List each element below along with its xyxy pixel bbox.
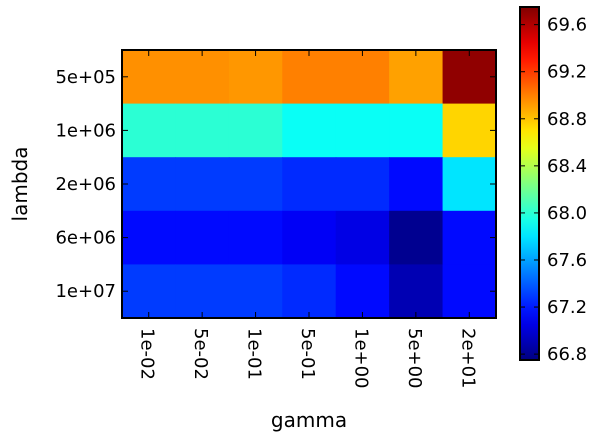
y-axis-label: lambda	[8, 147, 32, 222]
x-tick-label: 1e+00	[350, 328, 371, 389]
x-axis-label: gamma	[271, 408, 347, 432]
heatmap-cell	[389, 210, 444, 265]
x-tick-label: 1e-02	[137, 328, 158, 380]
y-tick-label: 6e+06	[55, 228, 116, 249]
colorbar-tick-label: 68.4	[547, 156, 587, 177]
heatmap-cell	[389, 264, 444, 319]
colorbar-ticks: 66.8 67.2 67.6 68.0 68.4 68.8 69.2 69.6	[520, 15, 587, 365]
heatmap-cell	[389, 103, 444, 158]
colorbar-frame	[519, 6, 540, 361]
y-tick-label: 1e+07	[55, 281, 116, 302]
colorbar	[520, 7, 539, 360]
heatmap-cell	[335, 210, 390, 265]
heatmap-cell	[442, 264, 497, 319]
x-tick-label: 2e+01	[457, 328, 478, 389]
colorbar-tick-label: 69.2	[547, 62, 587, 83]
x-tick-label: 5e+00	[404, 328, 425, 389]
heatmap-cell	[282, 264, 337, 319]
colorbar-tick-label: 67.2	[547, 297, 587, 318]
heatmap-cell	[442, 210, 497, 265]
heatmap-cell	[122, 210, 177, 265]
heatmap-cell	[122, 157, 177, 212]
colorbar-tick-label: 68.0	[547, 203, 587, 224]
heatmap-cell	[282, 157, 337, 212]
x-tick-label: 5e-02	[190, 328, 211, 380]
heatmap-cells	[122, 50, 497, 319]
x-tick-label: 5e-01	[297, 328, 318, 380]
heatmap-cell	[122, 103, 177, 158]
heatmap-cell	[228, 157, 283, 212]
colorbar-tick-label: 66.8	[547, 344, 587, 365]
heatmap-cell	[122, 50, 177, 105]
heatmap-cell	[228, 264, 283, 319]
heatmap-cell	[228, 50, 283, 105]
heatmap-cell	[442, 50, 497, 105]
y-tick-label: 2e+06	[55, 174, 116, 195]
heatmap-cell	[335, 50, 390, 105]
heatmap-cell	[335, 264, 390, 319]
heatmap-cell	[389, 157, 444, 212]
y-tick-label: 1e+06	[55, 120, 116, 141]
heatmap-cell	[175, 103, 230, 158]
heatmap-cell	[175, 264, 230, 319]
y-axis-ticks: 5e+05 1e+06 2e+06 6e+06 1e+07	[55, 67, 496, 302]
heatmap-cell	[282, 103, 337, 158]
colorbar-tick-label: 69.6	[547, 15, 587, 36]
heatmap-cell	[335, 103, 390, 158]
colorbar-tick-label: 68.8	[547, 109, 587, 130]
heatmap-cell	[442, 103, 497, 158]
heatmap-cell	[389, 50, 444, 105]
heatmap-cell	[175, 157, 230, 212]
heatmap-cell	[282, 210, 337, 265]
heatmap-cell	[228, 210, 283, 265]
x-tick-label: 1e-01	[244, 328, 265, 380]
heatmap-cell	[122, 264, 177, 319]
heatmap-cell	[282, 50, 337, 105]
heatmap-cell	[228, 103, 283, 158]
heatmap-cell	[175, 50, 230, 105]
y-tick-label: 5e+05	[55, 67, 116, 88]
x-axis-ticks: 1e-02 5e-02 1e-01 5e-01 1e+00 5e+00 2e+01	[137, 50, 478, 389]
heatmap-cell	[175, 210, 230, 265]
colorbar-tick-label: 67.6	[547, 250, 587, 271]
heatmap-cell	[335, 157, 390, 212]
heatmap-cell	[442, 157, 497, 212]
